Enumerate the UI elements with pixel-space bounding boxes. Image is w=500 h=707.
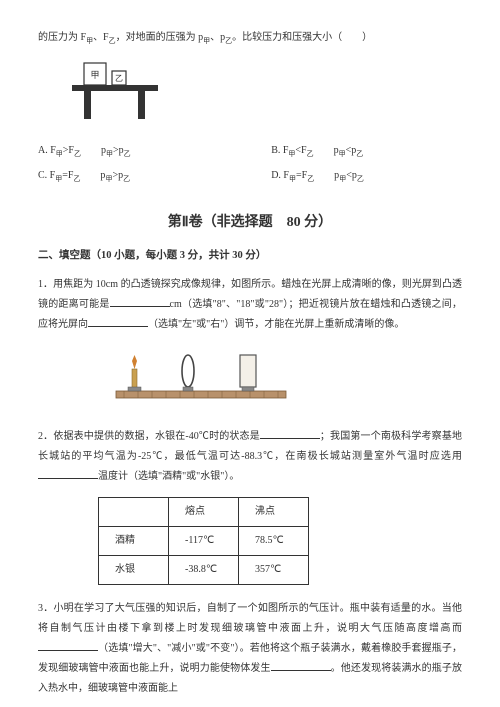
table-cell: 357℃ bbox=[239, 555, 309, 584]
table-cell bbox=[99, 497, 169, 526]
table-cell: 78.5℃ bbox=[239, 526, 309, 555]
figure-optical-bench bbox=[108, 345, 462, 413]
table-cell: 沸点 bbox=[239, 497, 309, 526]
question-stem: 的压力为 F甲、F乙，对地面的压强为 p甲、p乙。比较压力和压强大小（ ） bbox=[38, 30, 462, 47]
blank-input bbox=[38, 467, 98, 479]
fill-blank-header: 二、填空题（10 小题，每小题 3 分，共计 30 分） bbox=[38, 248, 462, 265]
option-b: B. F甲<F乙 p甲<p乙 bbox=[271, 143, 462, 160]
table-row: 熔点 沸点 bbox=[99, 497, 309, 526]
option-a: A. F甲>F乙 p甲>p乙 bbox=[38, 143, 271, 160]
option-c: C. F甲=F乙 p甲>p乙 bbox=[38, 168, 271, 185]
table-cell: -38.8℃ bbox=[169, 555, 239, 584]
label-yi: 乙 bbox=[115, 74, 123, 83]
table-row: 水银 -38.8℃ 357℃ bbox=[99, 555, 309, 584]
table-cell: 熔点 bbox=[169, 497, 239, 526]
blank-input bbox=[260, 427, 320, 439]
table-cell: -117℃ bbox=[169, 526, 239, 555]
table-cell: 酒精 bbox=[99, 526, 169, 555]
figure-blocks-on-table: 甲 乙 bbox=[66, 55, 462, 131]
option-d: D. F甲=F乙 p甲<p乙 bbox=[271, 168, 462, 185]
question-1: 1．用焦距为 10cm 的凸透镜探究成像规律，如图所示。蜡烛在光屏上成清晰的像，… bbox=[38, 275, 462, 335]
question-2: 2．依据表中提供的数据，水银在-40℃时的状态是；我国第一个南极科学考察基地长城… bbox=[38, 427, 462, 487]
options-group: A. F甲>F乙 p甲>p乙 B. F甲<F乙 p甲<p乙 C. F甲=F乙 p… bbox=[38, 143, 462, 193]
question-3: 3．小明在学习了大气压强的知识后，自制了一个如图所示的气压计。瓶中装有适量的水。… bbox=[38, 599, 462, 699]
table-cell: 水银 bbox=[99, 555, 169, 584]
data-table: 熔点 沸点 酒精 -117℃ 78.5℃ 水银 -38.8℃ 357℃ bbox=[98, 497, 309, 585]
table-row: 酒精 -117℃ 78.5℃ bbox=[99, 526, 309, 555]
blank-input bbox=[110, 295, 170, 307]
section-2-title: 第Ⅱ卷（非选择题 80 分） bbox=[38, 212, 462, 234]
blank-input bbox=[38, 639, 98, 651]
label-jia: 甲 bbox=[90, 70, 99, 80]
blank-input bbox=[271, 659, 331, 671]
blank-input bbox=[88, 315, 148, 327]
